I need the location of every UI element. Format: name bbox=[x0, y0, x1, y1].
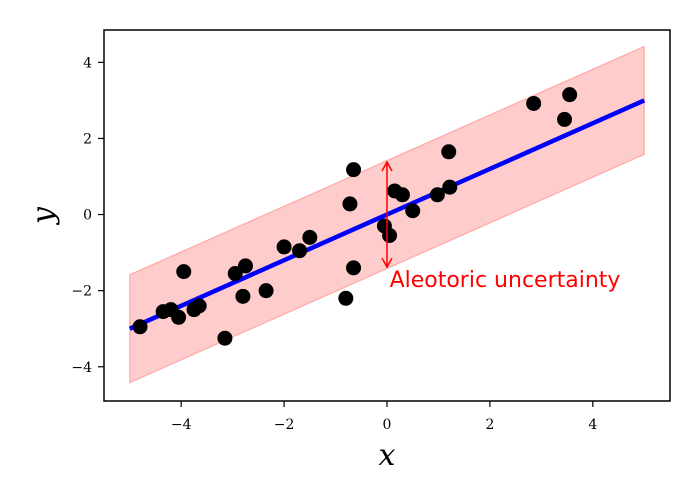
data-point bbox=[346, 162, 362, 178]
y-tick-label: 2 bbox=[83, 131, 92, 147]
data-point bbox=[292, 243, 308, 259]
y-tick-label: −2 bbox=[71, 284, 92, 300]
data-point bbox=[235, 288, 251, 304]
y-tick-label: 4 bbox=[83, 55, 92, 71]
data-point bbox=[441, 144, 457, 160]
y-axis-title: y bbox=[26, 206, 61, 226]
y-tick-label: 0 bbox=[83, 208, 92, 224]
data-point bbox=[176, 264, 192, 280]
data-point bbox=[557, 111, 573, 127]
data-point bbox=[238, 258, 253, 274]
data-point bbox=[342, 196, 358, 212]
data-point bbox=[346, 260, 362, 276]
x-tick-label: 0 bbox=[383, 417, 392, 433]
x-axis-ticks: −4 −2 0 2 4 bbox=[171, 401, 597, 433]
data-point bbox=[276, 239, 292, 255]
data-point bbox=[526, 95, 542, 111]
data-point bbox=[258, 283, 274, 299]
y-axis-ticks: −4 −2 0 2 4 bbox=[71, 55, 104, 376]
x-tick-label: 4 bbox=[588, 417, 597, 433]
x-tick-label: 2 bbox=[485, 417, 494, 433]
data-point bbox=[132, 319, 148, 335]
annotation-arrow-head-bottom bbox=[381, 257, 393, 269]
x-tick-label: −2 bbox=[274, 417, 295, 433]
data-point bbox=[171, 309, 187, 325]
data-point bbox=[394, 187, 410, 203]
data-point bbox=[562, 87, 578, 103]
x-tick-label: −4 bbox=[171, 417, 192, 433]
data-point bbox=[227, 266, 243, 282]
y-tick-label: −4 bbox=[71, 360, 92, 376]
annotation-layer: Aleotoric uncertainty bbox=[381, 160, 621, 293]
x-axis-title: x bbox=[379, 438, 396, 473]
data-point bbox=[405, 203, 421, 219]
data-point bbox=[382, 227, 398, 243]
annotation-arrow-head-top bbox=[381, 160, 393, 172]
data-point bbox=[191, 298, 207, 314]
annotation-label: Aleotoric uncertainty bbox=[390, 268, 621, 293]
data-points-layer bbox=[132, 87, 578, 346]
data-point bbox=[442, 179, 458, 195]
data-point bbox=[338, 290, 354, 306]
data-point bbox=[302, 229, 318, 245]
data-point bbox=[217, 330, 233, 346]
data-point bbox=[429, 187, 445, 203]
